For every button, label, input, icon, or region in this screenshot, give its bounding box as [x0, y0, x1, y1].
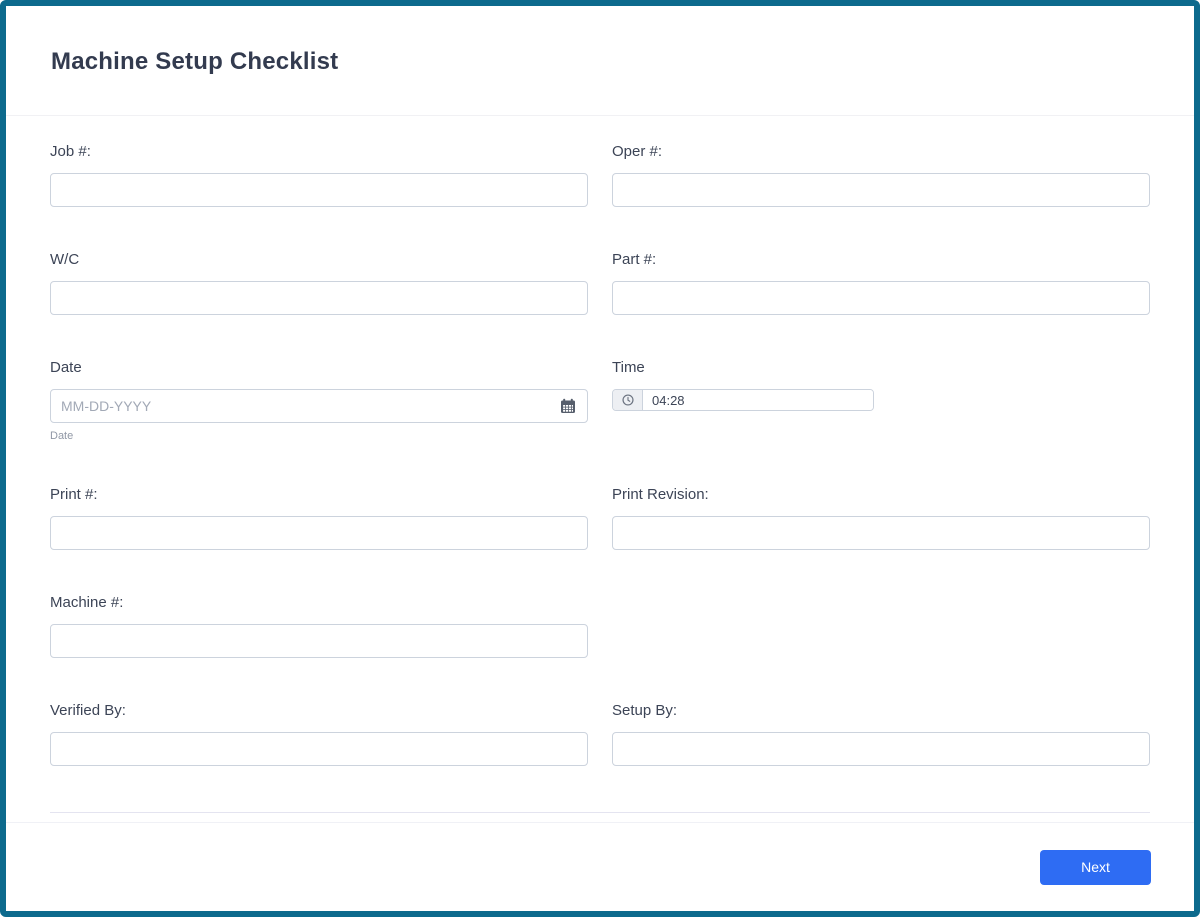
machine-number-label: Machine #: — [50, 594, 124, 611]
time-label: Time — [612, 359, 645, 376]
date-input[interactable] — [50, 389, 588, 423]
page-header: Machine Setup Checklist — [6, 6, 1194, 116]
time-input[interactable] — [643, 390, 873, 410]
print-number-input[interactable] — [50, 516, 588, 550]
oper-number-label: Oper #: — [612, 143, 663, 160]
wc-input[interactable] — [50, 281, 588, 315]
field-machine-number: Machine #: — [50, 594, 588, 658]
form-grid: Job #: Oper #: W/C Part #: Date — [50, 143, 1150, 810]
time-input-group — [612, 389, 874, 411]
field-job-number: Job #: — [50, 143, 588, 207]
field-part-number: Part #: — [612, 251, 1150, 315]
print-number-label: Print #: — [50, 486, 98, 503]
verified-by-input[interactable] — [50, 732, 588, 766]
wc-label: W/C — [50, 251, 80, 268]
machine-number-input[interactable] — [50, 624, 588, 658]
print-revision-input[interactable] — [612, 516, 1150, 550]
date-input-wrap — [50, 389, 588, 423]
part-number-label: Part #: — [612, 251, 657, 268]
clock-icon — [613, 390, 643, 410]
date-helper-text: Date — [50, 430, 74, 442]
page-footer: Next — [6, 822, 1194, 911]
job-number-label: Job #: — [50, 143, 91, 160]
part-number-input[interactable] — [612, 281, 1150, 315]
verified-by-label: Verified By: — [50, 702, 126, 719]
date-label: Date — [50, 359, 82, 376]
form-body: Job #: Oper #: W/C Part #: Date — [6, 116, 1194, 813]
print-revision-label: Print Revision: — [612, 486, 709, 503]
field-verified-by: Verified By: — [50, 702, 588, 766]
field-oper-number: Oper #: — [612, 143, 1150, 207]
oper-number-input[interactable] — [612, 173, 1150, 207]
next-button[interactable]: Next — [1040, 849, 1151, 885]
setup-by-label: Setup By: — [612, 702, 678, 719]
field-setup-by: Setup By: — [612, 702, 1150, 766]
setup-by-input[interactable] — [612, 732, 1150, 766]
job-number-input[interactable] — [50, 173, 588, 207]
calendar-icon[interactable] — [560, 398, 576, 414]
page-title: Machine Setup Checklist — [51, 48, 339, 75]
field-print-number: Print #: — [50, 486, 588, 550]
field-time: Time — [612, 359, 1150, 442]
field-date: Date — [50, 359, 588, 442]
field-print-revision: Print Revision: — [612, 486, 1150, 550]
field-wc: W/C — [50, 251, 588, 315]
form-bottom-divider — [50, 812, 1150, 813]
empty-cell — [612, 594, 1150, 658]
